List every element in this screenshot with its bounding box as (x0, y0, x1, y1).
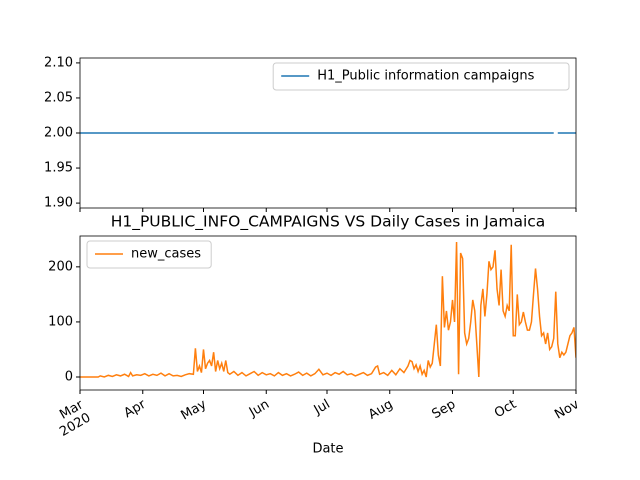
y-tick-label: 2.00 (44, 126, 73, 141)
y-tick-label: 0 (65, 370, 73, 385)
y-tick-label: 1.90 (44, 196, 73, 211)
y-tick-label: 100 (48, 314, 73, 329)
x-tick-label: Jul (311, 397, 333, 418)
x-tick-label: Oct (492, 397, 519, 421)
x-tick-label: Mar2020 (50, 397, 94, 440)
series-line (80, 242, 576, 378)
x-tick-label: Sep (430, 397, 459, 422)
legend-box (272, 62, 570, 91)
x-tick-label: Jun (246, 397, 272, 421)
x-tick-label: May (178, 397, 209, 424)
y-tick-label: 2.10 (44, 55, 73, 70)
x-tick-label: Nov (552, 397, 582, 423)
x-tick-label: Aug (366, 397, 395, 423)
legend-box (86, 240, 212, 269)
y-tick-label: 2.05 (44, 90, 73, 105)
legend-label: new_cases (131, 247, 201, 262)
axes-frame (79, 57, 577, 209)
chart-title: H1_PUBLIC_INFO_CAMPAIGNS VS Daily Cases … (111, 213, 546, 232)
legend: H1_Public information campaigns (272, 62, 570, 91)
legend: new_cases (86, 240, 212, 269)
y-tick-label: 1.95 (44, 161, 73, 176)
legend-label: H1_Public information campaigns (317, 69, 534, 84)
x-axis-label: Date (312, 442, 343, 457)
x-tick-label: Apr (122, 397, 150, 422)
axes-frame (79, 235, 577, 391)
y-tick-label: 200 (48, 259, 73, 274)
